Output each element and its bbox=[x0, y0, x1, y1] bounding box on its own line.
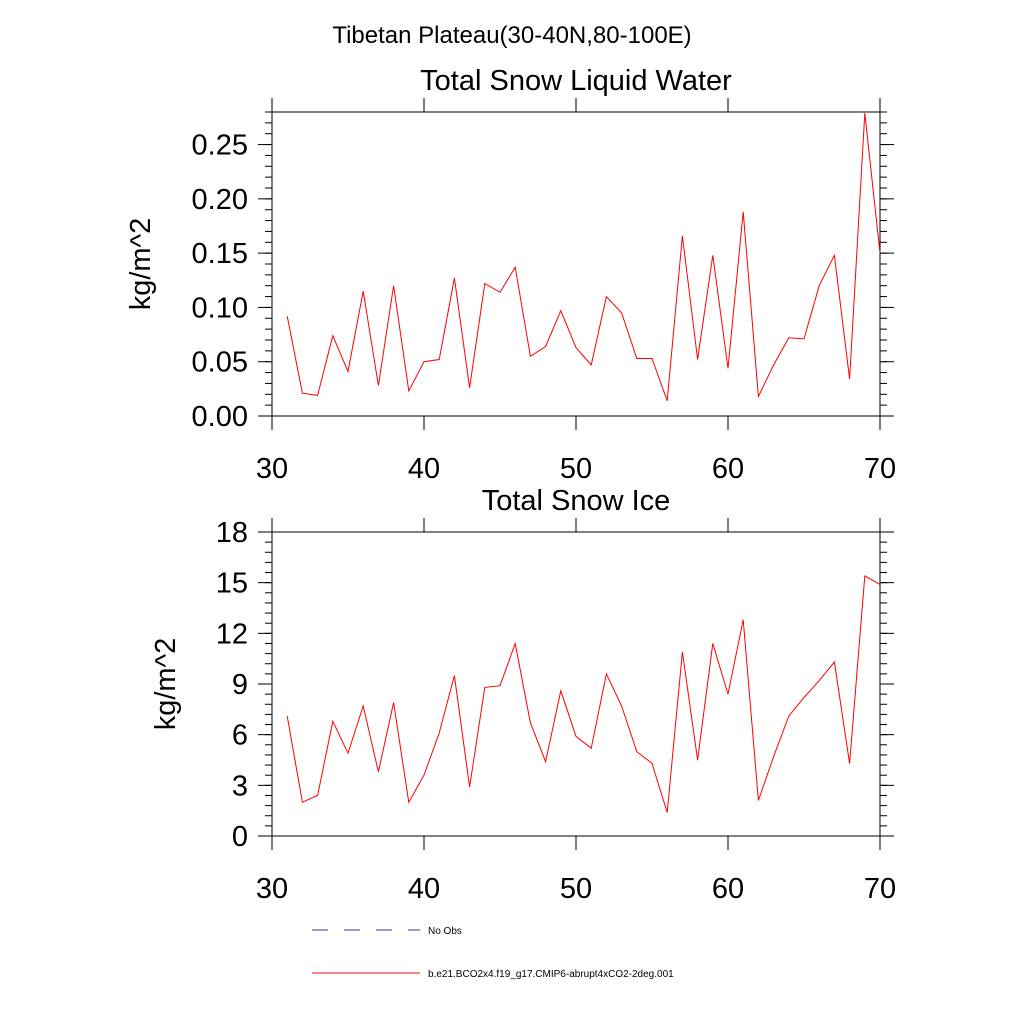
x-tick-label: 40 bbox=[408, 453, 440, 485]
page-title: Tibetan Plateau(30-40N,80-100E) bbox=[332, 22, 691, 49]
y-tick-label: 0.20 bbox=[192, 184, 248, 216]
legend-label: b.e21.BCO2x4.f19_g17.CMIP6-abrupt4xCO2-2… bbox=[428, 969, 674, 980]
x-tick-label: 50 bbox=[560, 453, 592, 485]
y-tick-label: 9 bbox=[232, 669, 248, 701]
y-tick-label: 0 bbox=[232, 821, 248, 853]
panel-title: Total Snow Ice bbox=[482, 485, 671, 517]
y-tick-label: 0.15 bbox=[192, 238, 248, 270]
series-line-1 bbox=[286, 575, 881, 813]
y-axis-label: kg/m^2 bbox=[125, 218, 157, 311]
x-tick-label: 70 bbox=[864, 453, 896, 485]
x-tick-label: 60 bbox=[712, 873, 744, 905]
x-tick-label: 40 bbox=[408, 873, 440, 905]
y-tick-label: 18 bbox=[216, 517, 248, 549]
x-tick-label: 50 bbox=[560, 873, 592, 905]
plot-frame bbox=[271, 531, 881, 837]
y-tick-label: 0.00 bbox=[192, 401, 248, 433]
y-tick-label: 3 bbox=[232, 770, 248, 802]
legend-entry-1: No Obs bbox=[312, 926, 462, 937]
y-axis-label: kg/m^2 bbox=[150, 638, 182, 731]
chart-legend: No Obs b.e21.BCO2x4.f19_g17.CMIP6-abrupt4… bbox=[312, 926, 674, 980]
panel-1: Total Snow Liquid Water 30 40 50 60 70 0.00 0.0… bbox=[125, 65, 896, 485]
legend-label: No Obs bbox=[428, 926, 462, 937]
series-line-1 bbox=[286, 113, 881, 401]
x-tick-label: 70 bbox=[864, 873, 896, 905]
legend-entry-2: b.e21.BCO2x4.f19_g17.CMIP6-abrupt4xCO2-2… bbox=[312, 969, 674, 980]
y-tick-label: 6 bbox=[232, 720, 248, 752]
y-tick-label: 0.05 bbox=[192, 347, 248, 379]
x-tick-label: 30 bbox=[256, 453, 288, 485]
y-tick-label: 0.10 bbox=[192, 292, 248, 324]
panel-2: Total Snow Ice 30 40 50 60 70 0 3 6 9 12 15 18 kg/m^2 bbox=[150, 485, 896, 905]
plot-frame bbox=[271, 111, 881, 417]
x-tick-label: 30 bbox=[256, 873, 288, 905]
y-tick-label: 0.25 bbox=[192, 130, 248, 162]
y-tick-label: 15 bbox=[216, 568, 248, 600]
panel-title: Total Snow Liquid Water bbox=[420, 65, 732, 97]
x-tick-label: 60 bbox=[712, 453, 744, 485]
y-tick-label: 12 bbox=[216, 618, 248, 650]
